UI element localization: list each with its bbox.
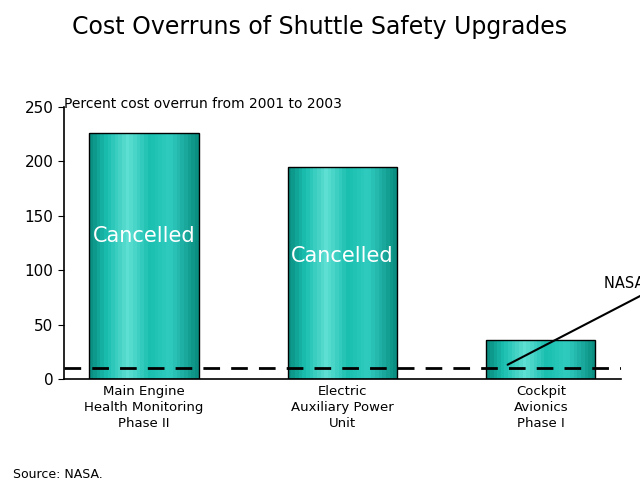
Bar [291,167,295,379]
Bar [108,133,111,379]
Bar [368,167,372,379]
Bar [188,133,191,379]
Bar [379,167,383,379]
Bar [552,340,556,379]
Bar [523,340,526,379]
Bar [97,133,100,379]
Bar [592,340,595,379]
Bar [302,167,306,379]
Bar [306,167,310,379]
Bar [162,133,166,379]
Bar [159,133,162,379]
Bar [360,167,364,379]
Bar [581,340,584,379]
Bar [100,133,104,379]
Bar [332,167,335,379]
Bar [129,133,133,379]
Text: Cancelled: Cancelled [291,246,394,266]
Bar [125,133,129,379]
Bar [140,133,144,379]
Bar [342,167,346,379]
Bar [335,167,339,379]
Bar [512,340,515,379]
Bar [353,167,357,379]
Bar [530,340,534,379]
Bar [328,167,332,379]
Bar [559,340,563,379]
Bar [104,133,108,379]
Bar [394,167,397,379]
Bar [310,167,314,379]
Bar [173,133,177,379]
Bar [346,167,349,379]
Bar [321,167,324,379]
Bar [180,133,184,379]
Bar [497,340,501,379]
Bar [324,167,328,379]
Bar [151,133,155,379]
Bar [486,340,490,379]
Bar [493,340,497,379]
Bar [288,167,397,379]
Bar [541,340,545,379]
Bar [556,340,559,379]
Bar [170,133,173,379]
Bar [195,133,198,379]
Text: Cost Overruns of Shuttle Safety Upgrades: Cost Overruns of Shuttle Safety Upgrades [72,15,568,38]
Bar [508,340,512,379]
Bar [588,340,592,379]
Bar [357,167,360,379]
Bar [317,167,321,379]
Bar [371,167,375,379]
Bar [115,133,118,379]
Bar [486,340,595,379]
Bar [299,167,303,379]
Bar [349,167,353,379]
Bar [375,167,379,379]
Bar [288,167,291,379]
Bar [526,340,530,379]
Bar [133,133,137,379]
Bar [191,133,195,379]
Bar [148,133,151,379]
Bar [166,133,170,379]
Bar [177,133,180,379]
Bar [93,133,97,379]
Bar [184,133,188,379]
Bar [545,340,548,379]
Bar [534,340,537,379]
Bar [386,167,390,379]
Bar [566,340,570,379]
Bar [501,340,504,379]
Bar [537,340,541,379]
Bar [390,167,394,379]
Bar [136,133,140,379]
Text: NASA Goal: 10%: NASA Goal: 10% [508,276,640,364]
Bar [519,340,523,379]
Bar [144,133,148,379]
Text: Percent cost overrun from 2001 to 2003: Percent cost overrun from 2001 to 2003 [64,97,342,111]
Bar [584,340,588,379]
Bar [563,340,566,379]
Bar [382,167,386,379]
Bar [90,133,198,379]
Bar [155,133,159,379]
Bar [118,133,122,379]
Bar [570,340,573,379]
Bar [577,340,581,379]
Bar [313,167,317,379]
Bar [548,340,552,379]
Bar [573,340,577,379]
Bar [122,133,126,379]
Bar [339,167,342,379]
Bar [111,133,115,379]
Bar [490,340,493,379]
Bar [515,340,519,379]
Bar [364,167,368,379]
Bar [90,133,93,379]
Bar [295,167,299,379]
Bar [504,340,508,379]
Text: Cancelled: Cancelled [93,226,195,246]
Text: Source: NASA.: Source: NASA. [13,468,102,481]
